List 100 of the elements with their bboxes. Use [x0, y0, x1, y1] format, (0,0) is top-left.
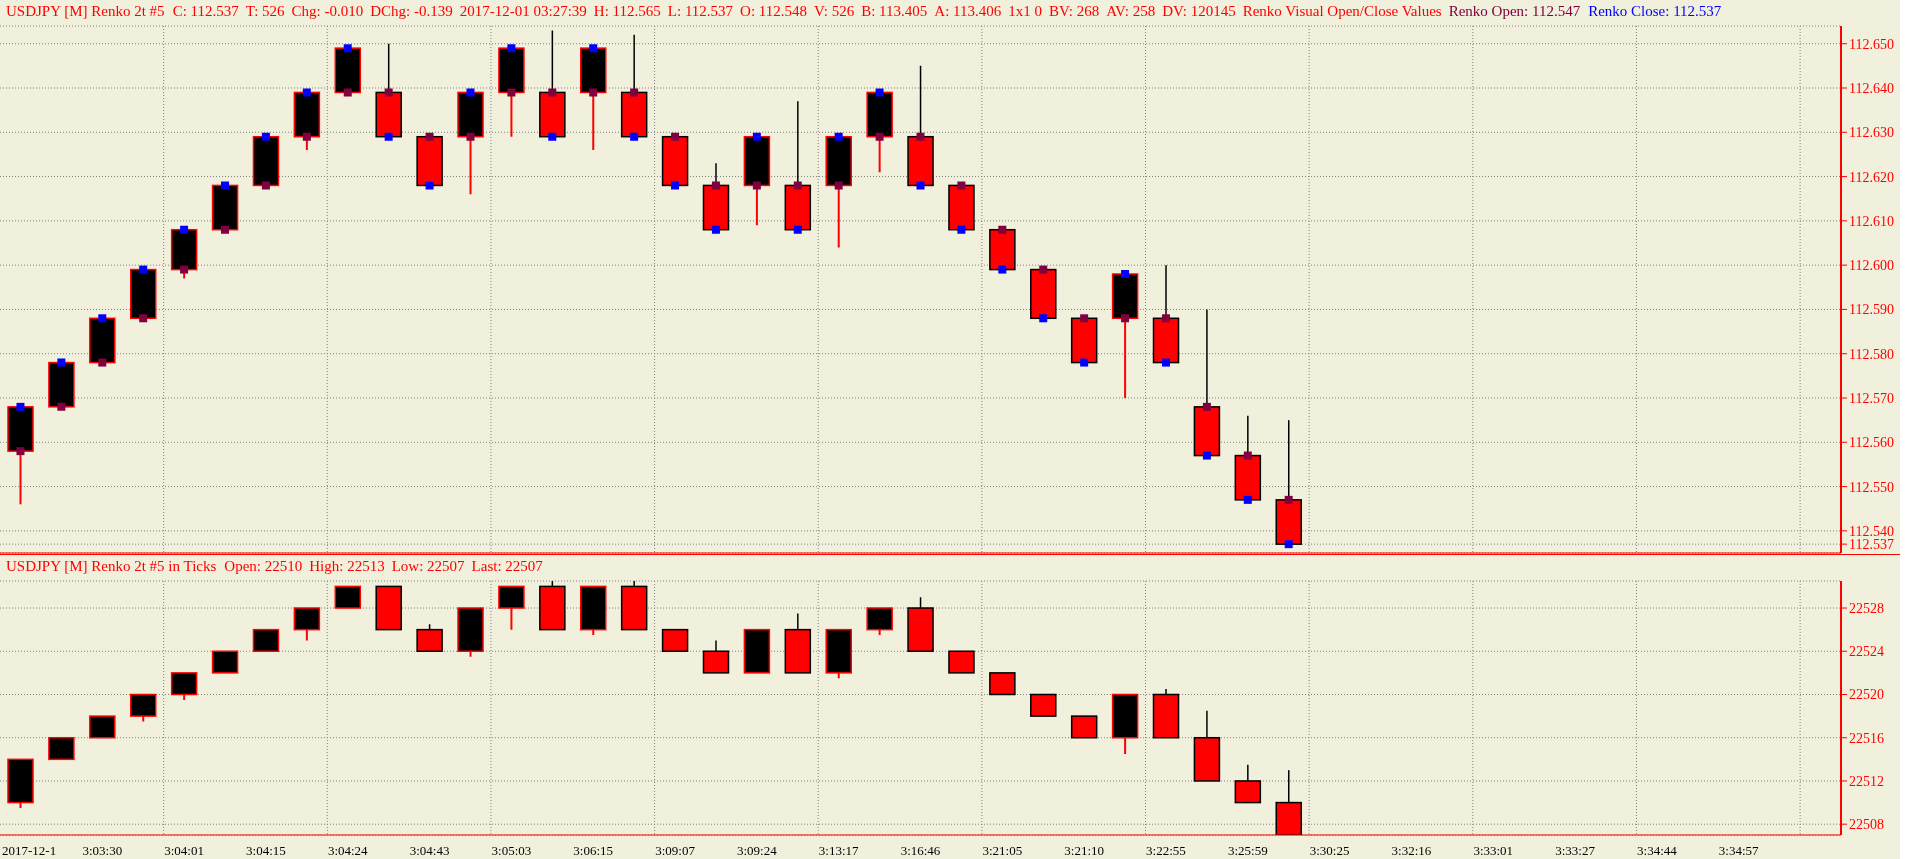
- point: [711, 225, 720, 234]
- y-tick-label: 112.650: [1849, 36, 1894, 52]
- text: Low: 22507: [391, 558, 465, 574]
- point: [507, 44, 516, 53]
- x-tick-label: 3:06:15: [573, 843, 614, 858]
- x-tick-label: 3:13:17: [818, 843, 860, 858]
- point: [302, 88, 311, 97]
- x-tick-label: 3:22:55: [1146, 843, 1186, 858]
- x-tick-label: 3:04:43: [409, 843, 450, 858]
- y-tick-label: 22516: [1849, 730, 1884, 746]
- point: [875, 132, 884, 141]
- point: [1121, 314, 1130, 323]
- text: Renko Visual Open/Close Values: [1242, 3, 1442, 19]
- point: [589, 44, 598, 53]
- y-tick-label: 112.540: [1849, 523, 1894, 539]
- x-tick-label: 3:33:01: [1473, 843, 1514, 858]
- y-tick-label: 112.640: [1849, 80, 1894, 96]
- chart-title: USDJPY [M] Renko 2t #5 in Ticks: [6, 558, 217, 574]
- text: BV: 268: [1049, 3, 1100, 19]
- y-tick-label: 112.580: [1849, 346, 1894, 362]
- point: [302, 132, 311, 141]
- text: Chg: -0.010: [291, 3, 364, 19]
- x-tick-label: 3:25:59: [1227, 843, 1268, 858]
- text: DV: 120145: [1162, 3, 1236, 19]
- x-tick-label: 3:34:44: [1637, 843, 1678, 858]
- point: [1284, 495, 1293, 504]
- point: [16, 402, 25, 411]
- point: [16, 447, 25, 456]
- x-tick-label: 3:04:01: [164, 843, 204, 858]
- x-tick-label: 3:03:30: [82, 843, 123, 858]
- x-tick-label: 2017-12-1: [2, 843, 57, 858]
- point: [261, 132, 270, 141]
- text: High: 22513: [309, 558, 385, 574]
- text: H: 112.565: [593, 3, 661, 19]
- x-tick-label: 3:34:57: [1718, 843, 1760, 858]
- text: Last: 22507: [471, 558, 543, 574]
- text: C: 112.537: [172, 3, 239, 19]
- text: AV: 258: [1106, 3, 1156, 19]
- text: Renko Close: 112.537: [1588, 3, 1722, 19]
- point: [752, 181, 761, 190]
- point: [384, 88, 393, 97]
- x-tick-label: 3:16:46: [900, 843, 941, 858]
- point: [548, 88, 557, 97]
- x-tick-label: 3:09:24: [736, 843, 778, 858]
- point: [834, 181, 843, 190]
- y-tick-label: 112.590: [1849, 302, 1894, 318]
- point: [1080, 314, 1089, 323]
- x-tick-label: 3:09:07: [655, 843, 696, 858]
- y-tick-label: 112.570: [1849, 390, 1894, 406]
- text: A: 113.406: [934, 3, 1002, 19]
- point: [752, 132, 761, 141]
- y-tick-label: 112.610: [1849, 213, 1894, 229]
- y-tick-label: 22524: [1849, 644, 1884, 660]
- x-tick-label: 3:21:05: [982, 843, 1023, 858]
- x-tick-label: 3:33:27: [1555, 843, 1596, 858]
- y-tick-label: 112.620: [1849, 169, 1894, 185]
- point: [1121, 270, 1130, 278]
- text: O: 112.548: [740, 3, 808, 19]
- text: V: 526: [814, 3, 855, 19]
- point: [507, 88, 516, 97]
- point: [671, 132, 680, 141]
- x-tick-label: 3:21:10: [1064, 843, 1105, 858]
- text: 1x1 0: [1008, 3, 1042, 19]
- text: T: 526: [245, 3, 285, 19]
- point: [1243, 451, 1252, 460]
- text: Renko Open: 112.547: [1448, 3, 1581, 19]
- point: [793, 181, 802, 190]
- x-tick-label: 3:04:15: [246, 843, 286, 858]
- point: [1202, 402, 1211, 411]
- text: Open: 22510: [224, 558, 303, 574]
- point: [221, 181, 230, 190]
- x-tick-label: 3:32:16: [1391, 843, 1432, 858]
- point: [916, 132, 925, 141]
- point: [1161, 358, 1170, 367]
- y-tick-label: 112.550: [1849, 479, 1894, 495]
- point: [711, 181, 720, 190]
- y-tick-label: 22512: [1849, 773, 1884, 789]
- text: 2017-12-01 03:27:39: [459, 3, 587, 19]
- point: [1161, 314, 1170, 323]
- point: [466, 132, 475, 141]
- x-tick-label: 3:05:03: [491, 843, 532, 858]
- point: [630, 88, 639, 97]
- x-tick-label: 3:30:25: [1309, 843, 1350, 858]
- point: [589, 88, 598, 97]
- y-tick-label: 22520: [1849, 687, 1884, 703]
- point: [139, 265, 148, 274]
- text: B: 113.405: [861, 3, 928, 19]
- y-tick-label: 112.630: [1849, 125, 1894, 141]
- point: [180, 225, 189, 234]
- x-tick-label: 3:04:24: [327, 843, 369, 858]
- chart-title: USDJPY [M] Renko 2t #5: [6, 3, 165, 19]
- y-tick-label: 112.537: [1849, 537, 1894, 553]
- y-tick-label: 112.560: [1849, 435, 1894, 451]
- point: [343, 44, 352, 53]
- y-tick-label: 22508: [1849, 817, 1884, 833]
- point: [180, 265, 189, 274]
- y-tick-label: 112.600: [1849, 258, 1894, 274]
- y-tick-label: 22528: [1849, 600, 1884, 616]
- text: L: 112.537: [667, 3, 734, 19]
- text: DChg: -0.139: [370, 3, 453, 19]
